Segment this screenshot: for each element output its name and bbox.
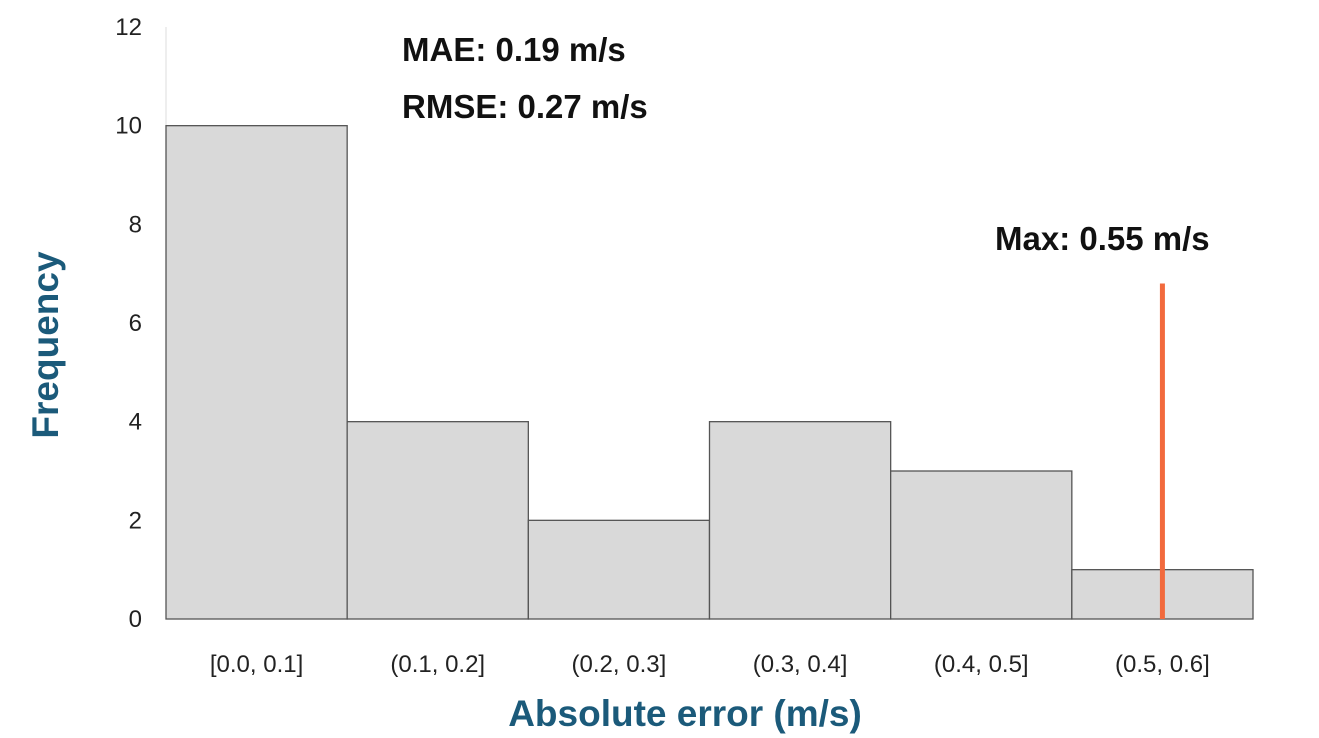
y-tick-label: 2	[129, 507, 142, 534]
histogram-bar	[527, 519, 711, 620]
mae-annotation: MAE: 0.19 m/s	[402, 31, 626, 68]
y-tick-label: 10	[115, 113, 142, 140]
max-annotation: Max: 0.55 m/s	[995, 220, 1210, 257]
bars-layer	[165, 125, 1254, 620]
y-tick-label: 8	[129, 211, 142, 238]
histogram-bar	[165, 125, 348, 620]
x-tick-label: (0.4, 0.5]	[934, 651, 1029, 678]
y-tick-label: 12	[115, 14, 142, 41]
x-tick-label: (0.1, 0.2]	[390, 651, 485, 678]
histogram-bar	[890, 470, 1073, 620]
x-tick-label: [0.0, 0.1]	[210, 651, 303, 678]
y-tick-label: 0	[129, 606, 142, 633]
y-tick-labels: 0 2 4 6 8 10 12	[115, 14, 142, 633]
histogram-bar	[708, 421, 892, 620]
rmse-annotation: RMSE: 0.27 m/s	[402, 88, 648, 125]
histogram-bar	[346, 421, 529, 620]
x-tick-label: (0.2, 0.3]	[572, 651, 667, 678]
x-axis-title: Absolute error (m/s)	[508, 693, 862, 734]
x-tick-labels: [0.0, 0.1] (0.1, 0.2] (0.2, 0.3] (0.3, 0.4]…	[210, 651, 1210, 678]
y-tick-label: 4	[129, 409, 142, 436]
y-axis-title: Frequency	[25, 251, 66, 439]
x-tick-label: (0.3, 0.4]	[753, 651, 848, 678]
x-tick-label: (0.5, 0.6]	[1115, 651, 1210, 678]
y-tick-label: 6	[129, 310, 142, 337]
